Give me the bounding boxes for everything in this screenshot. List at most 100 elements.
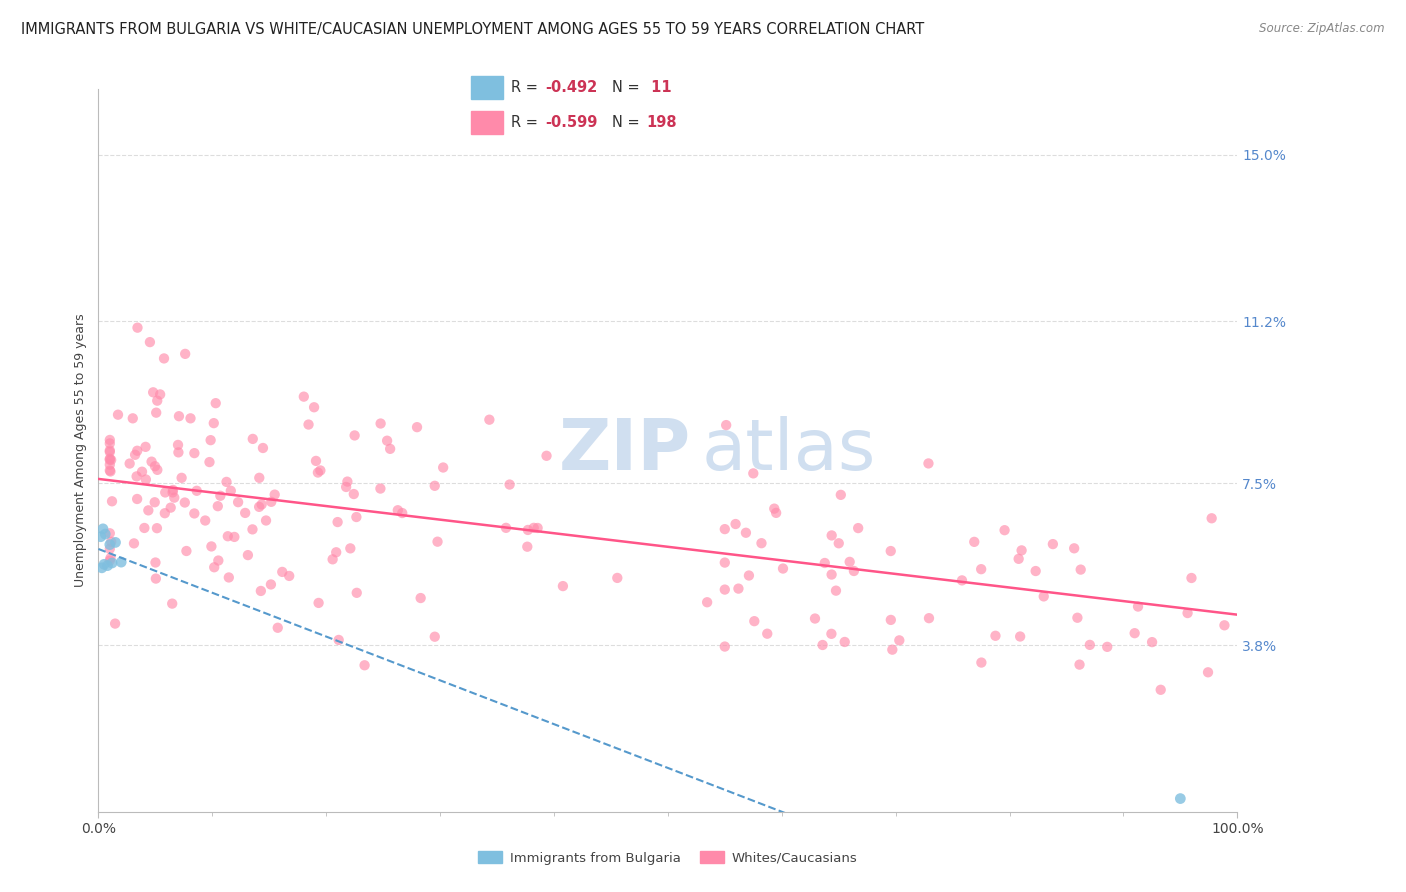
Point bbox=[98, 526, 121, 541]
Point bbox=[1063, 541, 1085, 556]
Point bbox=[918, 611, 941, 625]
Point bbox=[242, 522, 264, 536]
Point bbox=[186, 483, 208, 498]
Point bbox=[828, 536, 851, 550]
Point bbox=[1066, 611, 1088, 625]
Point bbox=[498, 477, 520, 491]
Point bbox=[1126, 599, 1149, 614]
Point bbox=[226, 495, 249, 509]
Point bbox=[738, 568, 761, 582]
Point bbox=[162, 485, 184, 500]
Point bbox=[297, 417, 319, 432]
Point bbox=[143, 459, 166, 474]
Point bbox=[98, 443, 121, 458]
Point bbox=[391, 506, 413, 520]
Point bbox=[536, 449, 558, 463]
Point bbox=[202, 416, 225, 430]
Text: -0.492: -0.492 bbox=[546, 80, 598, 95]
Point bbox=[134, 521, 156, 535]
Point bbox=[118, 457, 141, 471]
Point bbox=[167, 409, 190, 424]
Point bbox=[1097, 640, 1119, 654]
Point bbox=[90, 561, 112, 575]
Point bbox=[993, 523, 1015, 537]
Point bbox=[1197, 665, 1219, 680]
Point bbox=[98, 541, 121, 556]
Point bbox=[236, 548, 259, 562]
Point bbox=[183, 507, 205, 521]
Point bbox=[170, 471, 193, 485]
Point bbox=[1123, 626, 1146, 640]
Point bbox=[90, 530, 112, 544]
Text: IMMIGRANTS FROM BULGARIA VS WHITE/CAUCASIAN UNEMPLOYMENT AMONG AGES 55 TO 59 YEA: IMMIGRANTS FROM BULGARIA VS WHITE/CAUCAS… bbox=[21, 22, 924, 37]
Text: N =: N = bbox=[612, 115, 644, 129]
Point bbox=[409, 591, 432, 605]
Point bbox=[751, 536, 773, 550]
Point bbox=[98, 433, 121, 447]
Point bbox=[250, 498, 273, 512]
Text: 198: 198 bbox=[647, 115, 676, 129]
Point bbox=[880, 613, 903, 627]
Point bbox=[326, 515, 349, 529]
Point bbox=[124, 448, 146, 462]
Point bbox=[1008, 552, 1031, 566]
Point bbox=[260, 495, 283, 509]
Point bbox=[1177, 606, 1199, 620]
Point bbox=[100, 465, 122, 479]
Point bbox=[198, 455, 221, 469]
Point bbox=[1180, 571, 1202, 585]
Point bbox=[756, 626, 779, 640]
Point bbox=[307, 466, 329, 480]
Point bbox=[260, 577, 283, 591]
Point bbox=[143, 495, 166, 509]
Point bbox=[91, 522, 114, 536]
Text: 11: 11 bbox=[647, 80, 672, 95]
Point bbox=[163, 491, 186, 505]
Point bbox=[714, 522, 737, 536]
Point bbox=[432, 460, 454, 475]
Point bbox=[247, 471, 270, 485]
Point bbox=[727, 582, 749, 596]
Point bbox=[336, 475, 359, 489]
Point bbox=[207, 499, 229, 513]
Point bbox=[353, 658, 375, 673]
Point bbox=[763, 501, 786, 516]
Point bbox=[93, 558, 115, 572]
Point bbox=[302, 401, 325, 415]
Text: -0.599: -0.599 bbox=[546, 115, 598, 129]
Point bbox=[882, 642, 904, 657]
Point bbox=[821, 528, 844, 542]
Y-axis label: Unemployment Among Ages 55 to 59 years: Unemployment Among Ages 55 to 59 years bbox=[75, 314, 87, 587]
Point bbox=[176, 544, 198, 558]
Point bbox=[98, 445, 121, 459]
Point bbox=[523, 521, 546, 535]
Point bbox=[247, 500, 270, 514]
Point bbox=[1069, 657, 1091, 672]
Point bbox=[335, 480, 357, 494]
Point bbox=[370, 482, 392, 496]
Text: R =: R = bbox=[510, 115, 543, 129]
Point bbox=[834, 635, 856, 649]
Point bbox=[141, 455, 163, 469]
Point bbox=[101, 494, 124, 508]
Point bbox=[917, 457, 939, 471]
Point bbox=[838, 555, 860, 569]
Point bbox=[328, 632, 350, 647]
Point bbox=[263, 488, 285, 502]
Point bbox=[322, 552, 344, 566]
Point bbox=[1070, 563, 1092, 577]
Point bbox=[100, 551, 122, 566]
Point bbox=[811, 638, 834, 652]
Point bbox=[406, 420, 429, 434]
Point bbox=[1011, 543, 1033, 558]
Legend: Immigrants from Bulgaria, Whites/Caucasians: Immigrants from Bulgaria, Whites/Caucasi… bbox=[472, 847, 863, 871]
Point bbox=[724, 516, 747, 531]
Point bbox=[167, 445, 190, 459]
Point bbox=[153, 506, 176, 520]
Point bbox=[880, 544, 903, 558]
Point bbox=[183, 446, 205, 460]
Point bbox=[551, 579, 574, 593]
Point bbox=[984, 629, 1007, 643]
Point bbox=[173, 495, 195, 509]
Point bbox=[149, 387, 172, 401]
